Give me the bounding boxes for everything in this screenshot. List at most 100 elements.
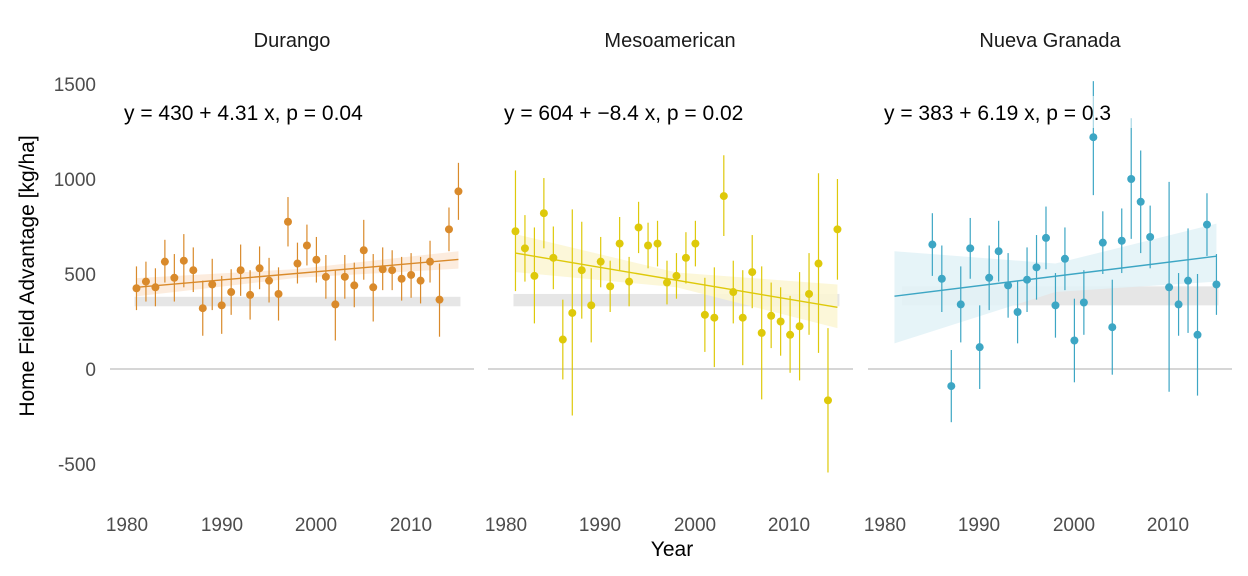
data-point bbox=[454, 187, 463, 196]
data-point bbox=[691, 239, 700, 248]
data-point bbox=[606, 282, 615, 291]
x-axis: 1980 1990 2000 2010 bbox=[864, 515, 1189, 536]
data-point bbox=[1023, 275, 1032, 284]
x-tick-label: 2010 bbox=[1147, 515, 1189, 536]
data-point bbox=[1089, 133, 1098, 142]
equation-bg bbox=[498, 96, 784, 128]
data-point bbox=[397, 274, 406, 283]
x-tick-label: 2010 bbox=[768, 515, 810, 536]
x-tick-label: 1980 bbox=[106, 515, 148, 536]
data-point bbox=[596, 257, 605, 266]
data-point bbox=[170, 273, 179, 282]
data-point bbox=[1041, 233, 1050, 242]
data-point bbox=[795, 322, 804, 331]
data-point bbox=[625, 277, 634, 286]
data-point bbox=[293, 259, 302, 268]
data-point bbox=[1108, 323, 1117, 332]
data-point bbox=[1212, 280, 1221, 289]
panel-title: Nueva Granada bbox=[979, 30, 1121, 52]
regression-equation: y = 604 + −8.4 x, p = 0.02 bbox=[504, 102, 743, 125]
data-point bbox=[208, 280, 217, 289]
data-point bbox=[312, 255, 321, 264]
points-layer bbox=[511, 192, 842, 405]
regression-equation: y = 430 + 4.31 x, p = 0.04 bbox=[124, 102, 363, 125]
x-tick-label: 1990 bbox=[579, 515, 621, 536]
data-point bbox=[511, 227, 520, 236]
data-point bbox=[265, 276, 274, 285]
data-point bbox=[748, 268, 757, 277]
data-point bbox=[937, 274, 946, 283]
panel-title: Mesoamerican bbox=[604, 30, 735, 52]
data-point bbox=[189, 266, 198, 275]
y-tick-label: 0 bbox=[85, 360, 96, 381]
data-point bbox=[378, 265, 387, 274]
data-point bbox=[966, 244, 975, 253]
data-point bbox=[1146, 232, 1155, 241]
x-tick-label: 2000 bbox=[674, 515, 716, 536]
data-point bbox=[587, 301, 596, 310]
data-point bbox=[1004, 281, 1013, 290]
data-point bbox=[283, 217, 292, 226]
data-point bbox=[634, 223, 643, 232]
equation-bg bbox=[118, 96, 390, 128]
panel-nueva-granada: Nueva Granada y = 383 + 6.19 x, p = 0.3 … bbox=[864, 30, 1232, 536]
y-tick-label: -500 bbox=[58, 455, 96, 476]
data-point bbox=[558, 335, 567, 344]
panel-title: Durango bbox=[254, 30, 331, 52]
data-point bbox=[236, 266, 245, 275]
data-point bbox=[767, 311, 776, 320]
data-point bbox=[520, 244, 529, 253]
data-point bbox=[719, 192, 728, 201]
data-point bbox=[198, 304, 207, 313]
x-tick-label: 1990 bbox=[201, 515, 243, 536]
y-tick-label: 500 bbox=[64, 265, 96, 286]
data-point bbox=[568, 308, 577, 317]
data-point bbox=[1032, 263, 1041, 272]
data-point bbox=[1184, 276, 1193, 285]
y-tick-label: 1000 bbox=[54, 170, 96, 191]
x-tick-label: 1990 bbox=[958, 515, 1000, 536]
x-axis: 1980 1990 2000 2010 bbox=[485, 515, 810, 536]
points-layer bbox=[132, 187, 463, 313]
data-point bbox=[672, 271, 681, 280]
data-point bbox=[302, 241, 311, 250]
data-point bbox=[255, 264, 264, 273]
data-point bbox=[985, 273, 994, 282]
data-point bbox=[947, 382, 956, 391]
x-tick-label: 2010 bbox=[390, 515, 432, 536]
data-point bbox=[246, 290, 255, 299]
data-point bbox=[1013, 308, 1022, 316]
y-axis: 1500 1000 500 0 -500 bbox=[54, 75, 96, 476]
data-point bbox=[416, 276, 425, 285]
data-point bbox=[1165, 283, 1174, 292]
data-point bbox=[975, 343, 984, 352]
data-point bbox=[331, 300, 340, 309]
data-point bbox=[369, 283, 378, 292]
data-point bbox=[179, 256, 188, 265]
y-tick-label: 1500 bbox=[54, 75, 96, 96]
data-point bbox=[956, 300, 965, 309]
data-point bbox=[151, 283, 160, 292]
data-point bbox=[1174, 300, 1183, 309]
data-point bbox=[1136, 197, 1145, 206]
reference-band bbox=[134, 296, 461, 307]
equation-bg bbox=[878, 96, 1138, 128]
data-point bbox=[426, 257, 435, 266]
data-point bbox=[1070, 336, 1079, 345]
data-point bbox=[823, 396, 832, 405]
data-point bbox=[359, 246, 368, 255]
x-tick-label: 1980 bbox=[864, 515, 906, 536]
regression-equation: y = 383 + 6.19 x, p = 0.3 bbox=[884, 102, 1111, 125]
panel-mesoamerican: Mesoamerican y = 604 + −8.4 x, p = 0.02 … bbox=[485, 30, 853, 536]
data-point bbox=[549, 253, 558, 262]
error-bars-layer bbox=[135, 162, 460, 341]
data-point bbox=[577, 266, 586, 275]
data-point bbox=[227, 288, 236, 297]
data-point bbox=[321, 272, 330, 281]
data-point bbox=[786, 330, 795, 339]
data-point bbox=[350, 281, 359, 290]
panel-durango: Durango y = 430 + 4.31 x, p = 0.04 1980 … bbox=[106, 30, 474, 536]
data-point bbox=[1117, 236, 1126, 245]
data-point bbox=[729, 288, 738, 297]
